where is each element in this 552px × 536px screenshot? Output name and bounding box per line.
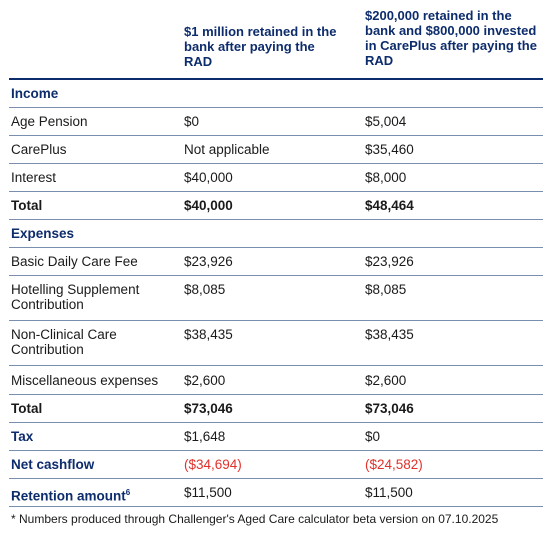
row-value-bank: $0 [184, 114, 200, 129]
row-value-bank: $1,648 [184, 429, 226, 444]
row-label: Total [11, 401, 43, 416]
retention-amount-row: Retention amount6 $11,500 $11,500 [9, 479, 543, 507]
table-row: CarePlus Not applicable $35,460 [9, 136, 543, 164]
row-value-careplus: $8,000 [365, 170, 407, 185]
column-header-careplus: $200,000 retained in the bank and $800,0… [365, 8, 537, 68]
section-heading: Income [11, 86, 59, 101]
table-row: Interest $40,000 $8,000 [9, 164, 543, 192]
row-value-bank: $23,926 [184, 254, 233, 269]
row-value-bank: $73,046 [184, 401, 233, 416]
row-label: Tax [11, 429, 34, 444]
row-value-careplus: $38,435 [365, 327, 414, 342]
section-income: Income [9, 80, 543, 108]
table-row: Non-Clinical Care Contribution $38,435 $… [9, 321, 543, 366]
tax-row: Tax $1,648 $0 [9, 423, 543, 451]
row-value-careplus: $0 [365, 429, 381, 444]
row-value-careplus: ($24,582) [365, 457, 423, 472]
row-label: Age Pension [11, 114, 88, 129]
table-header: $1 million retained in the bank after pa… [9, 0, 543, 80]
cashflow-comparison-table: $1 million retained in the bank after pa… [9, 0, 543, 507]
table-row: Age Pension $0 $5,004 [9, 108, 543, 136]
row-label: Hotelling Supplement Contribution [11, 282, 140, 312]
row-label: CarePlus [11, 142, 67, 157]
row-label: Non-Clinical Care Contribution [11, 327, 117, 357]
column-header-bank-only: $1 million retained in the bank after pa… [184, 24, 337, 69]
row-label: Total [11, 198, 43, 213]
row-value-careplus: $2,600 [365, 373, 407, 388]
row-value-bank: $40,000 [184, 170, 233, 185]
row-value-careplus: $48,464 [365, 198, 414, 213]
row-value-bank: ($34,694) [184, 457, 242, 472]
row-label-text: Retention amount [11, 488, 126, 504]
row-value-careplus: $73,046 [365, 401, 414, 416]
expenses-total-row: Total $73,046 $73,046 [9, 395, 543, 423]
row-value-careplus: $5,004 [365, 114, 407, 129]
row-label: Miscellaneous expenses [11, 373, 159, 388]
table-row: Hotelling Supplement Contribution $8,085… [9, 276, 543, 321]
income-total-row: Total $40,000 $48,464 [9, 192, 543, 220]
net-cashflow-row: Net cashflow ($34,694) ($24,582) [9, 451, 543, 479]
section-expenses: Expenses [9, 220, 543, 248]
table-row: Miscellaneous expenses $2,600 $2,600 [9, 366, 543, 395]
row-label: Basic Daily Care Fee [11, 254, 138, 269]
row-value-careplus: $11,500 [365, 485, 413, 500]
table-row: Basic Daily Care Fee $23,926 $23,926 [9, 248, 543, 276]
row-value-bank: $38,435 [184, 327, 233, 342]
footnote: * Numbers produced through Challenger's … [11, 512, 499, 526]
row-label: Net cashflow [11, 457, 95, 472]
row-label: Retention amount6 [11, 485, 181, 504]
section-heading: Expenses [11, 226, 75, 241]
row-value-bank: $2,600 [184, 373, 226, 388]
row-label: Interest [11, 170, 57, 185]
row-value-bank: $40,000 [184, 198, 233, 213]
row-value-bank: Not applicable [184, 142, 270, 157]
row-value-careplus: $35,460 [365, 142, 414, 157]
row-value-careplus: $23,926 [365, 254, 414, 269]
footnote-marker: 6 [125, 488, 131, 497]
row-value-bank: $8,085 [184, 282, 226, 297]
row-value-bank: $11,500 [184, 485, 232, 500]
row-value-careplus: $8,085 [365, 282, 407, 297]
